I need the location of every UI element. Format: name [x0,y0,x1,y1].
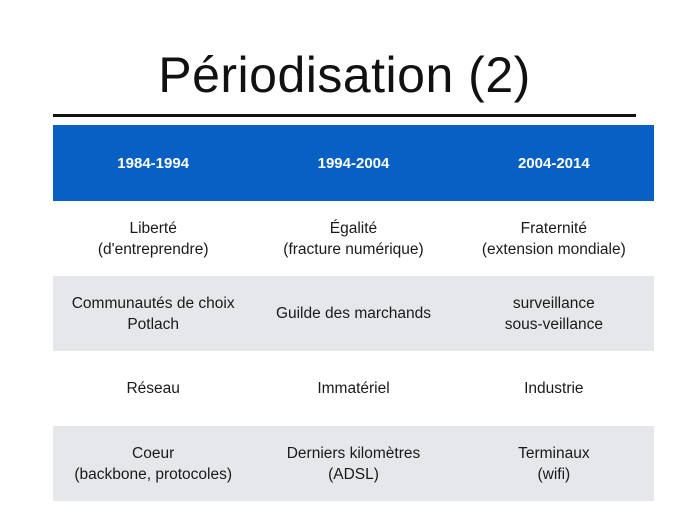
table-cell: surveillance sous-veillance [454,276,654,351]
table-row: Coeur (backbone, protocoles) Derniers ki… [53,426,654,501]
slide-title: Périodisation (2) [158,47,531,103]
column-header-1994-2004: 1994-2004 [317,154,390,172]
table-cell: Derniers kilomètres (ADSL) [253,426,453,501]
table-cell: Terminaux (wifi) [454,426,654,501]
cell-line: Liberté [129,219,177,237]
table-cell: Fraternité (extension mondiale) [454,201,654,276]
column-header-2004-2014: 2004-2014 [517,154,590,172]
cell-line: (extension mondiale) [481,240,626,258]
periodization-table: 1984-1994 1994-2004 2004-2014 Liberté (d… [53,125,654,501]
cell-line: Égalité [329,219,378,237]
table-cell: Liberté (d'entreprendre) [53,201,253,276]
cell-line: Guilde des marchands [275,305,432,322]
cell-line: surveillance [512,294,595,312]
header-row: 1984-1994 1994-2004 2004-2014 [53,125,654,201]
table-row: Communautés de choix Potlach Guilde des … [53,276,654,351]
cell-line: (ADSL) [328,465,379,483]
cell-line: Réseau [126,380,180,397]
cell-line: Industrie [524,380,584,397]
cell-line: Communautés de choix [71,294,235,312]
cell-line: Coeur [132,444,175,462]
cell-line: Fraternité [520,219,587,237]
table-cell: Égalité (fracture numérique) [253,201,453,276]
cell-line: sous-veillance [504,315,603,333]
cell-line: (d'entreprendre) [97,240,209,258]
cell-line: (fracture numérique) [283,240,424,258]
cell-line: Potlach [127,315,180,333]
cell-line: (backbone, protocoles) [74,465,232,483]
table-cell: Immatériel [253,351,453,426]
table-row: Réseau Immatériel Industrie [53,351,654,426]
table-cell: Coeur (backbone, protocoles) [53,426,253,501]
table-header: 1984-1994 1994-2004 2004-2014 [53,125,654,201]
table-cell: Guilde des marchands [253,276,453,351]
cell-line: Terminaux [518,444,590,462]
cell-line: Derniers kilomètres [286,444,421,462]
cell-line: (wifi) [537,465,571,483]
column-header-1984-1994: 1984-1994 [117,154,190,172]
table-cell: Industrie [454,351,654,426]
table-cell: Réseau [53,351,253,426]
cell-line: Immatériel [317,380,390,397]
table-cell: Communautés de choix Potlach [53,276,253,351]
table-body: Liberté (d'entreprendre) Égalité (fractu… [53,201,654,501]
title-underline [53,114,636,117]
table-row: Liberté (d'entreprendre) Égalité (fractu… [53,201,654,276]
